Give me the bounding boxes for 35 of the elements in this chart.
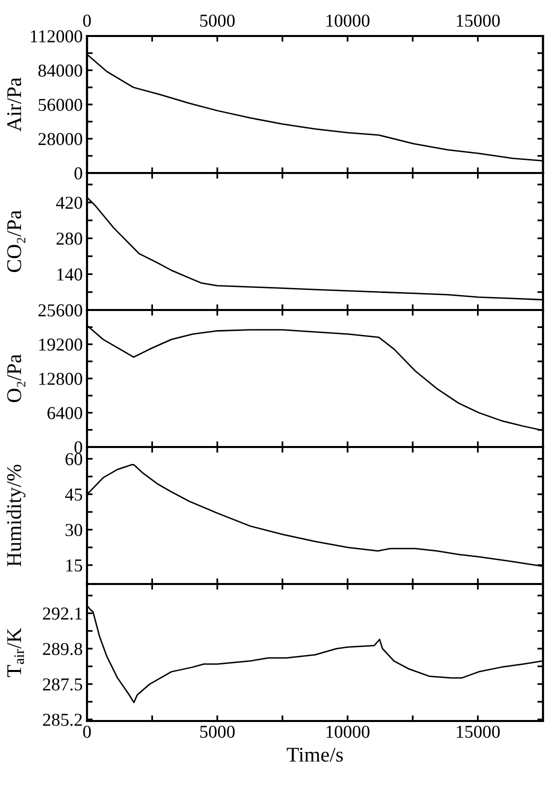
y-tick-label: 15 [66,559,82,572]
x2-tick-label: 10000 [326,14,370,27]
y-tick-label: 60 [66,453,82,466]
x2-tick-label: 5000 [200,14,235,27]
y-axis-title: Air/Pa [7,78,22,132]
y-tick-label: 287.5 [43,678,82,691]
y-tick-label: 45 [65,488,82,501]
y-axis-title: CO₂/Pa [7,210,26,272]
y-tick-label: 280 [56,232,82,245]
x-tick-label: 5000 [200,726,235,738]
x2-tick-label: 0 [83,14,91,27]
y-tick-label: 285.2 [43,714,82,726]
y-tick-label: 28000 [38,133,82,146]
y-tick-label: 0 [74,441,82,454]
y-tick-label: 19200 [39,338,82,351]
x-tick-label: 10000 [326,726,370,738]
y-tick-label: 292.1 [43,608,82,620]
x-tick-label: 0 [83,726,91,738]
x-axis-title: Time/s [286,748,343,762]
y-tick-label: 140 [57,268,82,281]
y-tick-label: 30 [66,524,82,536]
y-tick-label: 6400 [48,407,82,420]
y-tick-label: 84000 [38,64,82,77]
y-tick-label: 420 [56,196,82,209]
y-tick-label: 112000 [30,30,82,42]
y-axis-title: Humidity/% [6,464,26,566]
y-tick-label: 0 [74,167,82,180]
y-axis-title: O₂/Pa [7,354,26,402]
x-tick-label: 15000 [456,726,500,738]
y-tick-label: 289.8 [43,642,82,656]
y-tick-label: 56000 [38,98,82,111]
x2-tick-label: 15000 [456,14,500,27]
y-axis-title: T$_{air}$/K [7,628,24,678]
y-tick-label: 12800 [39,372,82,385]
y-tick-label: 25600 [38,304,82,316]
